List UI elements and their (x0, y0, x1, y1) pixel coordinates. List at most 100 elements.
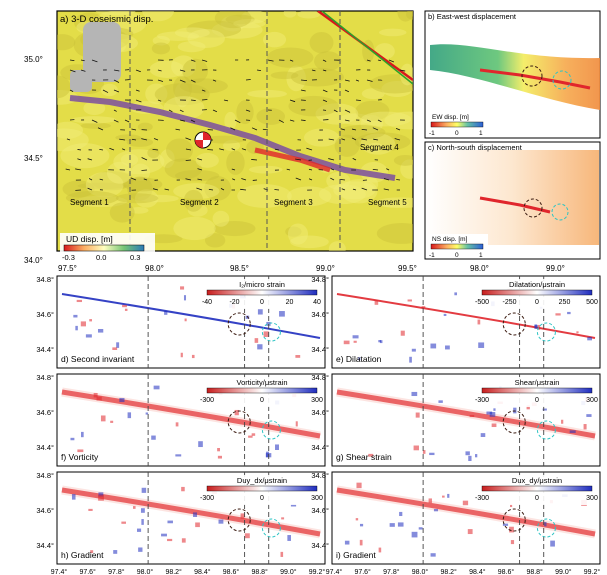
arrow (207, 149, 214, 151)
terrain-patch (171, 55, 197, 78)
segment-label-5: Segment 5 (368, 198, 407, 207)
ns-colorbar (430, 243, 484, 250)
strain-speckle (502, 523, 509, 526)
strain-speckle (141, 487, 147, 493)
strain-speckle (93, 392, 98, 398)
arrow (77, 149, 82, 151)
terrain-patch (270, 71, 299, 80)
strain-speckle (378, 340, 382, 343)
panel-b-title: b) East-west displacement (428, 12, 517, 21)
strain-speckle (167, 538, 173, 542)
colorbar-tick: -300 (200, 495, 214, 502)
arrow (355, 79, 360, 82)
colorbar-tick: 500 (586, 299, 598, 306)
y-tick: 34.4° (311, 541, 329, 550)
terrain-patch (75, 195, 128, 208)
ud-colorbar (63, 244, 145, 252)
strain-speckle (85, 334, 92, 338)
arrow (143, 178, 148, 181)
strain-speckle (100, 415, 106, 422)
arrow (234, 119, 241, 124)
strain-speckle (97, 328, 104, 333)
arrow (197, 178, 203, 181)
strain-speckle (379, 340, 383, 344)
arrow (340, 128, 346, 131)
colorbar-label: Dux_dy/μstrain (512, 476, 562, 485)
arrow (153, 138, 159, 141)
strain-speckle (195, 522, 200, 528)
arrow (366, 119, 371, 122)
strain-speckle (378, 547, 382, 553)
terrain-patch (179, 78, 228, 94)
panel-label: h) Gradient (61, 550, 104, 560)
arrow (300, 89, 306, 92)
arrow (231, 168, 236, 171)
strain-speckle (462, 500, 469, 506)
x-tick: 98.2° (440, 568, 457, 575)
arrow (168, 109, 173, 113)
terrain-patch (339, 113, 372, 125)
strain-speckle (138, 547, 143, 552)
strain-speckle (127, 412, 132, 419)
arrow (113, 69, 120, 72)
a-ytick-1: 35.0° (24, 55, 43, 64)
arrow (208, 188, 214, 191)
arrow (157, 79, 164, 82)
terrain-patch (393, 155, 413, 166)
strain-band-halo (336, 387, 596, 441)
arrow (185, 137, 192, 141)
strain-speckle (275, 444, 279, 450)
terrain-patch (85, 172, 124, 198)
circle-marker-cyan (536, 322, 556, 342)
terrain-patch (397, 11, 413, 22)
ud-tick-3: 0.3 (130, 253, 140, 262)
terrain-patch (166, 138, 193, 162)
arrow (245, 109, 251, 112)
strain-band-halo (61, 485, 321, 539)
segment-label-1: Segment 1 (70, 198, 109, 207)
panel-c-title: c) North-south displacement (428, 143, 523, 152)
colorbar-tick: 300 (311, 495, 323, 502)
terrain-patch (106, 161, 132, 184)
strain-speckle (468, 455, 472, 462)
arrow (322, 99, 328, 102)
terrain-patch (384, 111, 413, 130)
terrain-patch (145, 83, 168, 105)
panel-e: Dilatation/μstrain -500 -250 0 250 500 e) Dila… (311, 275, 601, 369)
panel-b: b) East-west displacement EW disp. [m] -… (424, 10, 601, 139)
a-ytick-2: 34.5° (24, 154, 43, 163)
arrow (366, 79, 373, 82)
terrain-patch (177, 41, 206, 53)
arrow (175, 128, 181, 131)
terrain-patch (369, 74, 413, 94)
y-tick: 34.8° (311, 275, 329, 284)
arrow (135, 99, 142, 103)
arrow (333, 109, 338, 113)
y-tick: 34.4° (311, 443, 329, 452)
terrain-patch (95, 11, 136, 16)
circle-marker-cyan (536, 518, 556, 538)
x-tick: 97.4° (326, 568, 343, 575)
strain-speckle (251, 433, 256, 436)
terrain-patch (405, 11, 413, 20)
terrain-patch (314, 51, 342, 72)
strain-speckle (140, 508, 145, 513)
arrow (223, 99, 229, 102)
circle-marker-dark (227, 410, 251, 434)
arrow (251, 159, 258, 161)
terrain-patch (288, 95, 339, 117)
x-tick: 98.0° (412, 568, 429, 575)
strain-speckle (415, 412, 420, 418)
colorbar-tick: -300 (200, 397, 214, 404)
arrow (91, 59, 98, 63)
strain-speckle (454, 292, 458, 296)
x-tick: 98.2° (165, 568, 182, 575)
strain-speckle (119, 397, 125, 403)
arrow (377, 119, 382, 123)
strain-speckle (81, 431, 84, 438)
strain-speckle (191, 354, 195, 359)
a-xtick-2: 98.0° (145, 264, 164, 273)
strain-speckle (75, 325, 78, 331)
strain-speckle (70, 437, 75, 441)
ew-colorbar (430, 121, 484, 128)
